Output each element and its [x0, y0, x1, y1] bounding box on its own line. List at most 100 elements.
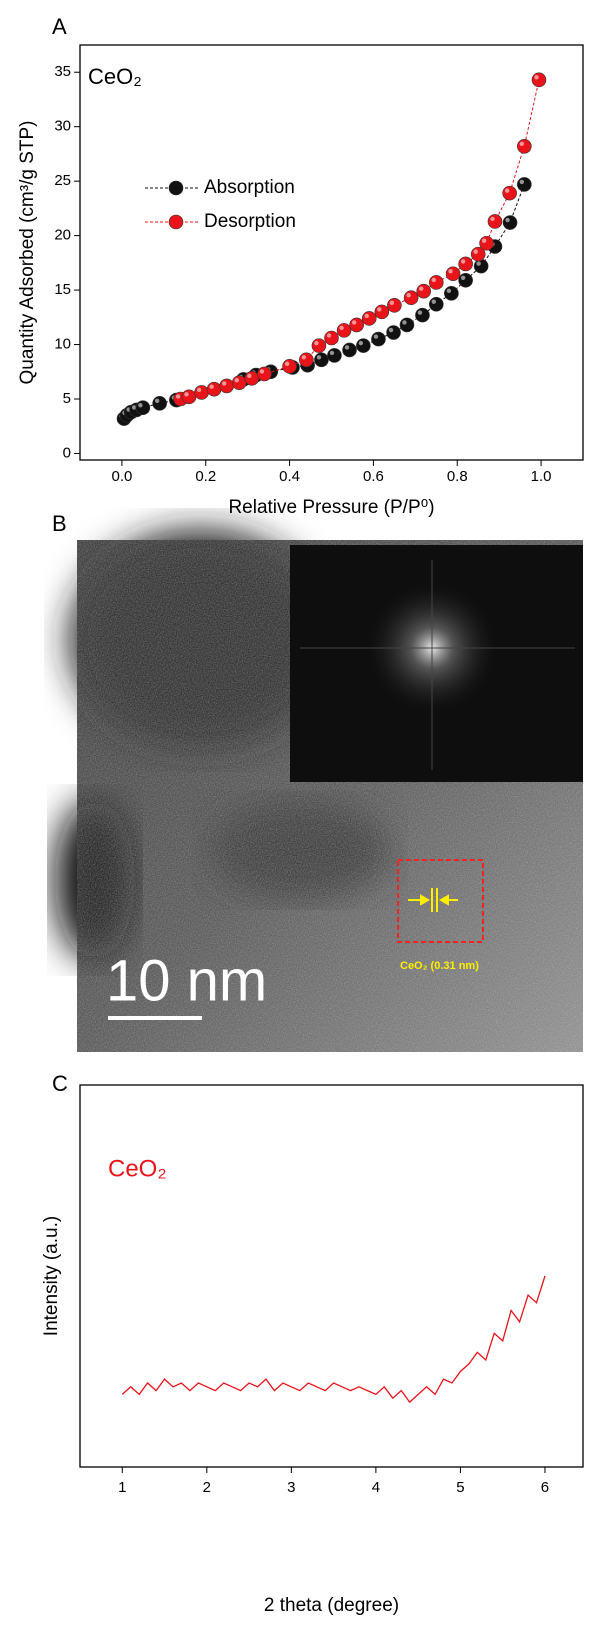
panel-label: B	[52, 511, 67, 536]
point-highlight	[222, 381, 226, 385]
point-highlight	[520, 142, 524, 146]
point	[474, 259, 488, 273]
point-highlight	[461, 276, 465, 280]
point-highlight	[327, 333, 331, 337]
point-highlight	[482, 239, 486, 243]
point	[429, 297, 443, 311]
panel-label: C	[52, 1071, 68, 1096]
point	[503, 216, 517, 230]
y-tick-label: 25	[54, 172, 71, 189]
x-tick-label: 4	[372, 1479, 380, 1496]
point-highlight	[448, 269, 452, 273]
scale-bar-label: 10 nm	[106, 948, 267, 1013]
point-highlight	[365, 314, 369, 318]
point-highlight	[534, 75, 538, 79]
point-highlight	[359, 341, 363, 345]
point	[350, 318, 364, 332]
point	[327, 348, 341, 362]
x-tick-label: 0.0	[111, 468, 132, 485]
point-highlight	[374, 334, 378, 338]
point-highlight	[345, 345, 349, 349]
lattice-annotation: CeO₂ (0.31 nm)	[400, 960, 479, 972]
x-tick-label: 1	[118, 1479, 126, 1496]
point-highlight	[339, 326, 343, 330]
point	[371, 332, 385, 346]
point	[195, 385, 209, 399]
point	[153, 396, 167, 410]
y-tick-label: 10	[54, 336, 71, 353]
point	[400, 318, 414, 332]
point-highlight	[155, 399, 159, 403]
x-tick-label: 1.0	[531, 468, 552, 485]
x-tick-label: 3	[287, 1479, 295, 1496]
legend-marker	[169, 215, 183, 229]
point-highlight	[447, 289, 451, 293]
annotation: CeO₂	[88, 64, 142, 89]
point-highlight	[314, 341, 318, 345]
point	[245, 371, 259, 385]
point	[415, 308, 429, 322]
point	[444, 286, 458, 300]
y-tick-label: 0	[63, 444, 71, 461]
panel-label: A	[52, 14, 67, 39]
x-axis-label: Relative Pressure (P/P⁰)	[228, 497, 434, 518]
point-highlight	[432, 278, 436, 282]
point	[459, 257, 473, 271]
point	[337, 323, 351, 337]
x-tick-label: 5	[456, 1479, 464, 1496]
legend-label: Desorption	[204, 211, 296, 232]
point-highlight	[184, 392, 188, 396]
point-highlight	[402, 320, 406, 324]
point-highlight	[352, 320, 356, 324]
figure: A B C CeO₂ (0.31 nm) 10 nm 0.00.20.40.60…	[0, 0, 607, 1633]
point-highlight	[330, 351, 334, 355]
point	[220, 379, 234, 393]
x-tick-label: 0.8	[447, 468, 468, 485]
point	[404, 291, 418, 305]
legend-marker	[169, 181, 183, 195]
point	[459, 273, 473, 287]
point	[488, 214, 502, 228]
y-tick-label: 15	[54, 281, 71, 298]
point-highlight	[235, 378, 239, 382]
point-highlight	[418, 310, 422, 314]
point	[283, 359, 297, 373]
point	[343, 343, 357, 357]
point	[182, 390, 196, 404]
point	[387, 298, 401, 312]
x-tick-label: 0.4	[279, 468, 300, 485]
point-highlight	[317, 355, 321, 359]
y-axis-label: Intensity (a.u.)	[41, 1216, 62, 1336]
point-highlight	[176, 394, 180, 398]
point	[314, 353, 328, 367]
point	[312, 339, 326, 353]
point-highlight	[377, 307, 381, 311]
point	[207, 382, 221, 396]
point-highlight	[138, 403, 142, 407]
point	[429, 275, 443, 289]
point-highlight	[474, 249, 478, 253]
point	[417, 284, 431, 298]
y-tick-label: 35	[54, 63, 71, 80]
point	[375, 305, 389, 319]
point	[480, 236, 494, 250]
point-highlight	[505, 188, 509, 192]
point-highlight	[490, 217, 494, 221]
point-highlight	[285, 362, 289, 366]
point-highlight	[389, 328, 393, 332]
point-highlight	[406, 293, 410, 297]
point-highlight	[247, 374, 251, 378]
y-tick-label: 30	[54, 118, 71, 135]
point	[387, 326, 401, 340]
x-tick-label: 2	[203, 1479, 211, 1496]
point	[325, 331, 339, 345]
point	[356, 339, 370, 353]
point	[136, 401, 150, 415]
series-line	[122, 1276, 545, 1402]
y-axis-label: Quantity Adsorbed (cm³/g STP)	[17, 121, 38, 385]
y-tick-label: 5	[63, 390, 71, 407]
point-highlight	[476, 261, 480, 265]
x-tick-label: 6	[541, 1479, 549, 1496]
point	[517, 177, 531, 191]
annotation: CeO₂	[108, 1155, 167, 1182]
